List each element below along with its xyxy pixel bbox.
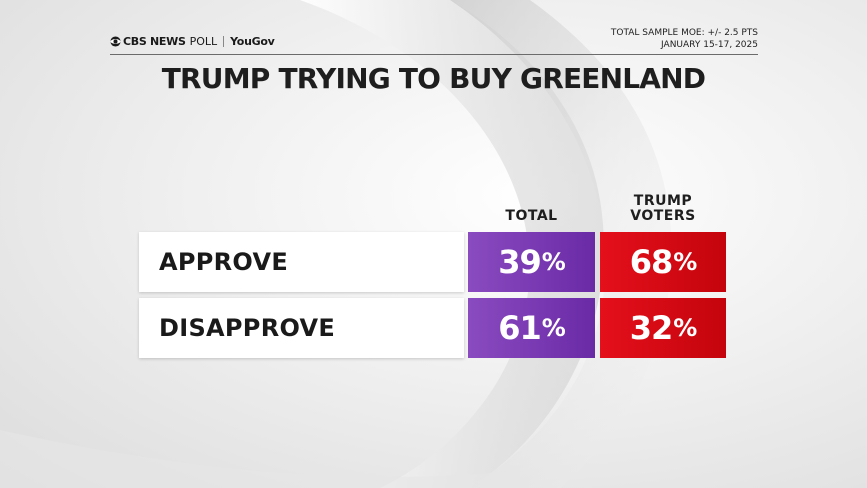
poll-meta: TOTAL SAMPLE MOE: +/- 2.5 PTS JANUARY 15… [611,27,758,51]
value-approve-trump-voters: 68 [629,243,674,281]
value-disapprove-total: 61 [498,309,542,347]
cell-approve-total: 39% [468,232,595,292]
cell-disapprove-total: 61% [468,298,595,358]
column-header-trump-voters-text: TRUMP VOTERS [630,193,696,224]
header-rule [110,54,758,55]
column-header-trump-voters: TRUMP VOTERS [600,194,726,224]
brand-cbs-news: CBS NEWS [123,35,186,48]
row-label-disapprove: DISAPPROVE [139,298,464,358]
percent-sign: % [673,314,697,342]
cell-disapprove-trump-voters: 32% [600,298,726,358]
percent-sign: % [673,248,697,276]
brand-logo: CBS NEWS POLL YouGov [110,35,275,48]
percent-sign: % [541,248,566,276]
column-header-total: TOTAL [505,208,558,224]
cell-approve-trump-voters: 68% [600,232,726,292]
percent-sign: % [541,314,566,342]
brand-poll: POLL [189,35,218,48]
poll-header: CBS NEWS POLL YouGov TOTAL SAMPLE MOE: +… [110,28,758,54]
sample-moe: TOTAL SAMPLE MOE: +/- 2.5 PTS [610,28,758,38]
row-label-approve: APPROVE [139,232,464,292]
poll-dates: JANUARY 15-17, 2025 [661,40,758,50]
brand-yougov: YouGov [230,35,275,48]
value-disapprove-trump-voters: 32 [629,309,674,347]
chart-title: TRUMP TRYING TO BUY GREENLAND [161,62,706,95]
value-approve-total: 39 [498,243,542,281]
cbs-eye-icon [110,36,121,47]
brand-divider [223,36,225,47]
